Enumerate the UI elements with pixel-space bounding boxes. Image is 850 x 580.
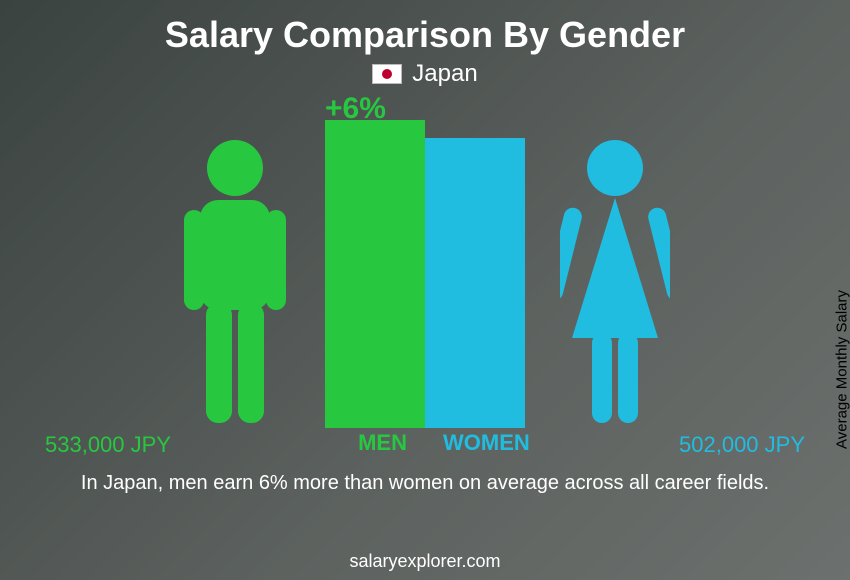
men-label: MEN	[115, 430, 425, 456]
chart-inner: +6%	[115, 98, 735, 458]
japan-flag-icon	[372, 64, 402, 84]
gender-salary-chart: +6%	[0, 98, 850, 458]
woman-icon	[560, 138, 670, 428]
country-label: Japan	[412, 60, 477, 88]
men-bar	[325, 120, 425, 428]
country-row: Japan	[0, 60, 850, 88]
source-credit: salaryexplorer.com	[0, 551, 850, 572]
women-label: WOMEN	[425, 430, 735, 456]
man-icon	[180, 138, 290, 428]
page-title: Salary Comparison By Gender	[0, 14, 850, 56]
caption-text: In Japan, men earn 6% more than women on…	[60, 470, 790, 497]
bar-labels: MEN WOMEN	[115, 428, 735, 458]
infographic-canvas: Salary Comparison By Gender Japan Averag…	[0, 0, 850, 580]
women-bar	[425, 138, 525, 428]
